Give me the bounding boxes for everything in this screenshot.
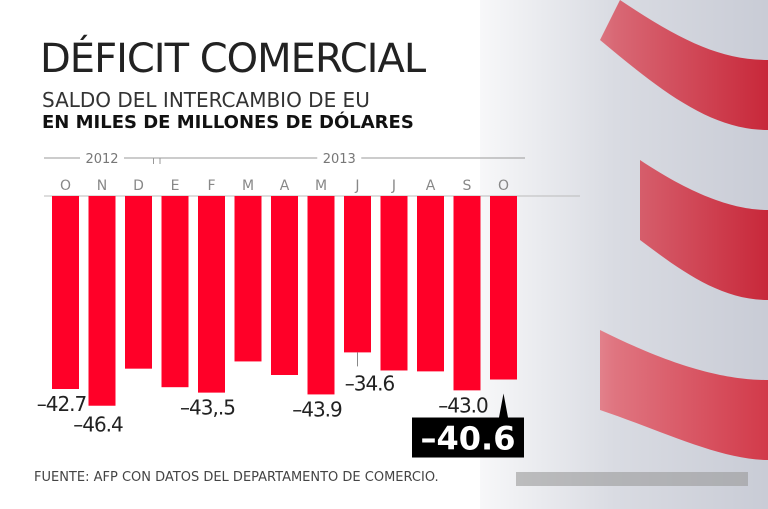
month-label: A — [426, 178, 436, 194]
value-label: –43.9 — [292, 397, 342, 421]
month-label: M — [242, 178, 254, 194]
chart-subtitle: SALDO DEL INTERCAMBIO DE EU — [42, 88, 370, 112]
month-label: J — [354, 178, 359, 194]
value-label: –43,.5 — [180, 396, 235, 420]
bar — [271, 196, 298, 375]
bar — [88, 196, 116, 406]
bar — [52, 196, 79, 390]
bar — [344, 196, 371, 353]
month-label: O — [498, 178, 509, 194]
source-note: FUENTE: AFP CON DATOS DEL DEPARTAMENTO D… — [34, 470, 439, 485]
bar — [307, 196, 335, 395]
month-label: J — [391, 178, 396, 194]
bar — [490, 196, 517, 380]
month-label: O — [60, 178, 71, 194]
chart-units: EN MILES DE MILLONES DE DÓLARES — [42, 112, 414, 133]
year-label: 2012 — [85, 152, 118, 167]
bar — [417, 196, 444, 372]
month-label: A — [280, 178, 290, 194]
month-label: D — [133, 178, 144, 194]
bar — [380, 196, 408, 371]
bar — [161, 196, 189, 388]
bar — [234, 196, 262, 362]
month-label: N — [97, 178, 107, 194]
month-label: S — [463, 178, 472, 194]
source-bar — [516, 472, 748, 486]
value-label: –34.6 — [345, 371, 395, 395]
value-label: –43.0 — [438, 393, 488, 417]
bar — [125, 196, 152, 369]
month-label: F — [207, 178, 215, 194]
value-label: –42.7 — [37, 392, 87, 416]
bar — [453, 196, 481, 391]
month-label: M — [315, 178, 327, 194]
highlight-value: –40.6 — [421, 420, 516, 458]
year-label: 2013 — [323, 152, 356, 167]
chart-title: DÉFICIT COMERCIAL — [40, 36, 426, 82]
value-label: –46.4 — [73, 413, 123, 437]
bar — [198, 196, 225, 393]
highlight-box — [412, 417, 524, 458]
month-label: E — [171, 178, 180, 194]
